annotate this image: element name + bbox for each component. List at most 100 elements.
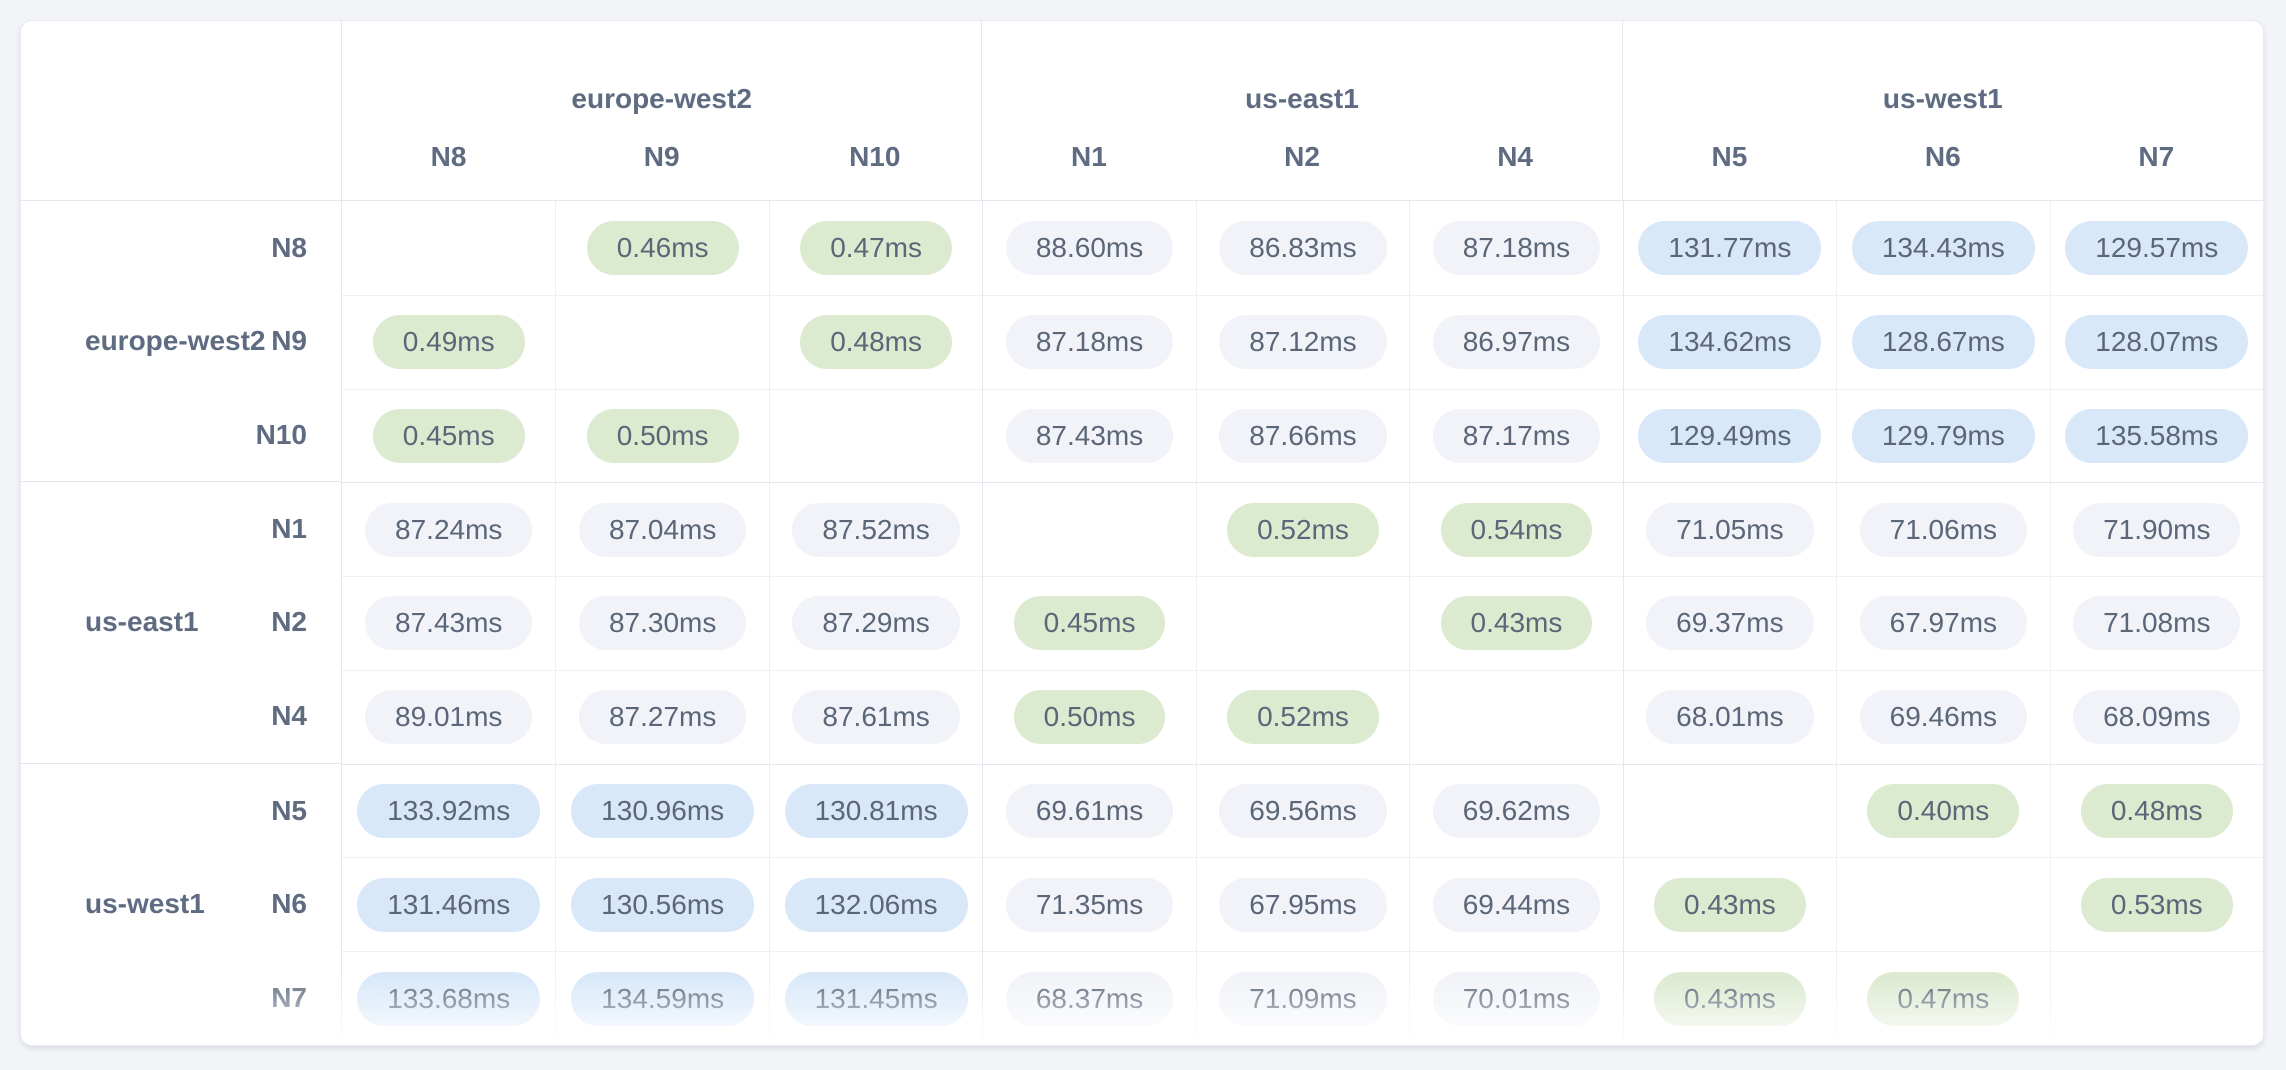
latency-value-pill: 0.54ms [1440,502,1593,557]
latency-cell-N7-to-N10: 131.45ms [768,951,983,1045]
latency-value-pill: 0.45ms [1013,596,1166,651]
latency-cell-N7-to-N8: 133.68ms [342,951,556,1045]
column-region-label: us-west1 [1882,83,2003,114]
latency-cell-N5-to-N8: 133.92ms [342,763,556,858]
latency-cell-N9-to-N1: 87.18ms [982,294,1196,389]
latency-value-pill: 87.27ms [578,690,747,745]
latency-value-pill: 86.97ms [1432,315,1601,370]
latency-cell-N2-to-N7: 71.08ms [2049,576,2263,670]
latency-value-pill: 68.09ms [2073,690,2241,745]
latency-value-pill: 0.52ms [1227,690,1379,745]
latency-value-pill: 129.79ms [1851,408,2035,463]
latency-cell-N10-to-N10 [768,388,983,483]
latency-value-pill: 0.50ms [586,408,739,463]
latency-value-pill: 69.56ms [1219,784,1387,839]
latency-cell-N4-to-N1: 0.50ms [982,669,1196,764]
latency-cell-N6-to-N4: 69.44ms [1409,857,1623,952]
latency-cell-N2-to-N6: 67.97ms [1836,576,2050,670]
latency-value-pill: 134.43ms [1851,220,2035,275]
row-node-label: N4 [271,699,307,731]
latency-value-pill: 128.67ms [1851,315,2035,370]
latency-value-pill: 87.30ms [578,596,747,651]
latency-cell-N7-to-N1: 68.37ms [982,951,1196,1045]
latency-cell-N5-to-N7: 0.48ms [2049,763,2263,858]
latency-value-pill: 134.59ms [571,971,755,1026]
latency-cell-N8-to-N4: 87.18ms [1409,201,1622,295]
latency-cell-N7-to-N6: 0.47ms [1836,951,2050,1045]
latency-cell-N5-to-N4: 69.62ms [1409,763,1623,858]
latency-cell-N7-to-N5: 0.43ms [1622,951,1837,1045]
latency-cell-N5-to-N10: 130.81ms [768,763,983,858]
latency-cell-N6-to-N5: 0.43ms [1622,857,1837,952]
latency-value-pill: 134.62ms [1638,315,1822,370]
latency-value-pill: 68.01ms [1646,690,1814,745]
latency-cell-N2-to-N9: 87.30ms [555,576,769,670]
latency-cell-N6-to-N2: 67.95ms [1195,857,1410,952]
latency-value-pill: 69.44ms [1432,877,1601,932]
latency-value-pill: 0.45ms [372,408,525,463]
latency-cell-N8-to-N9: 0.46ms [555,201,768,295]
latency-cell-N1-to-N9: 87.04ms [555,482,769,577]
latency-cell-N5-to-N2: 69.56ms [1195,763,1410,858]
latency-cell-N1-to-N10: 87.52ms [768,482,983,577]
latency-cell-N10-to-N1: 87.43ms [982,388,1196,483]
row-node-label: N2 [271,606,307,638]
latency-value-pill: 67.97ms [1859,596,2028,651]
latency-value-pill: 0.43ms [1653,877,1806,932]
latency-cell-N10-to-N4: 87.17ms [1409,388,1623,483]
column-node-label: N6 [1924,141,1961,172]
row-node-label: N10 [255,418,307,450]
latency-cell-N8-to-N10: 0.47ms [768,201,982,295]
latency-value-pill: 129.49ms [1638,408,1822,463]
latency-cell-N1-to-N6: 71.06ms [1836,482,2050,577]
latency-value-pill: 0.53ms [2080,877,2233,932]
latency-value-pill: 130.81ms [784,784,968,839]
latency-cell-N5-to-N5 [1622,763,1837,858]
latency-cell-N9-to-N8: 0.49ms [342,294,556,389]
latency-value-pill: 70.01ms [1432,971,1601,1026]
latency-value-pill: 87.24ms [365,502,533,557]
column-node-label: N5 [1711,141,1748,172]
latency-cell-N4-to-N5: 68.01ms [1622,669,1837,764]
row-node-label: N1 [271,513,307,545]
latency-value-pill: 0.48ms [2080,784,2233,839]
latency-value-pill: 86.83ms [1219,220,1387,275]
latency-value-pill: 0.48ms [800,315,953,370]
latency-cell-N2-to-N10: 87.29ms [768,576,983,670]
latency-value-pill: 0.46ms [586,220,739,275]
column-node-label: N9 [643,141,680,172]
latency-value-pill: 87.12ms [1219,315,1387,370]
latency-cell-N9-to-N2: 87.12ms [1195,294,1410,389]
latency-cell-N8-to-N7: 129.57ms [2049,201,2263,295]
latency-cell-N1-to-N7: 71.90ms [2049,482,2263,577]
latency-value-pill: 130.56ms [571,877,755,932]
latency-cell-N4-to-N7: 68.09ms [2049,669,2263,764]
row-node-labels: N1 N2 N4 [21,482,341,762]
latency-value-pill: 71.35ms [1005,877,1174,932]
latency-cell-N10-to-N7: 135.58ms [2049,388,2263,483]
latency-cell-N4-to-N10: 87.61ms [768,669,983,764]
column-node-labels: N8 N9 N10 [342,141,981,173]
row-node-labels: N8 N9 N10 [21,201,341,481]
latency-value-pill: 69.46ms [1859,690,2028,745]
latency-value-pill: 69.61ms [1005,784,1174,839]
latency-value-pill: 0.49ms [372,315,525,370]
latency-value-pill: 87.17ms [1432,408,1601,463]
latency-value-pill: 0.43ms [1653,971,1806,1026]
latency-value-pill: 0.47ms [800,220,953,275]
latency-cell-N7-to-N7 [2049,951,2263,1045]
row-node-label: N6 [271,888,307,920]
latency-value-pill: 131.46ms [357,877,541,932]
latency-value-pill: 71.09ms [1219,971,1387,1026]
latency-cell-N6-to-N8: 131.46ms [342,857,556,951]
latency-cell-N9-to-N9 [555,294,769,389]
latency-cell-N4-to-N4 [1409,669,1623,764]
latency-value-pill: 88.60ms [1005,220,1174,275]
latency-grid: europe-west2 N8 N9 N10 us-east1 N1 N2 N4… [21,21,2263,1045]
latency-cell-N6-to-N6 [1836,857,2050,952]
latency-cell-N6-to-N7: 0.53ms [2049,857,2263,952]
latency-cell-N6-to-N1: 71.35ms [982,857,1196,952]
latency-cell-N8-to-N1: 88.60ms [982,201,1195,295]
latency-value-pill: 71.90ms [2073,502,2241,557]
latency-cell-N4-to-N2: 0.52ms [1195,669,1410,764]
